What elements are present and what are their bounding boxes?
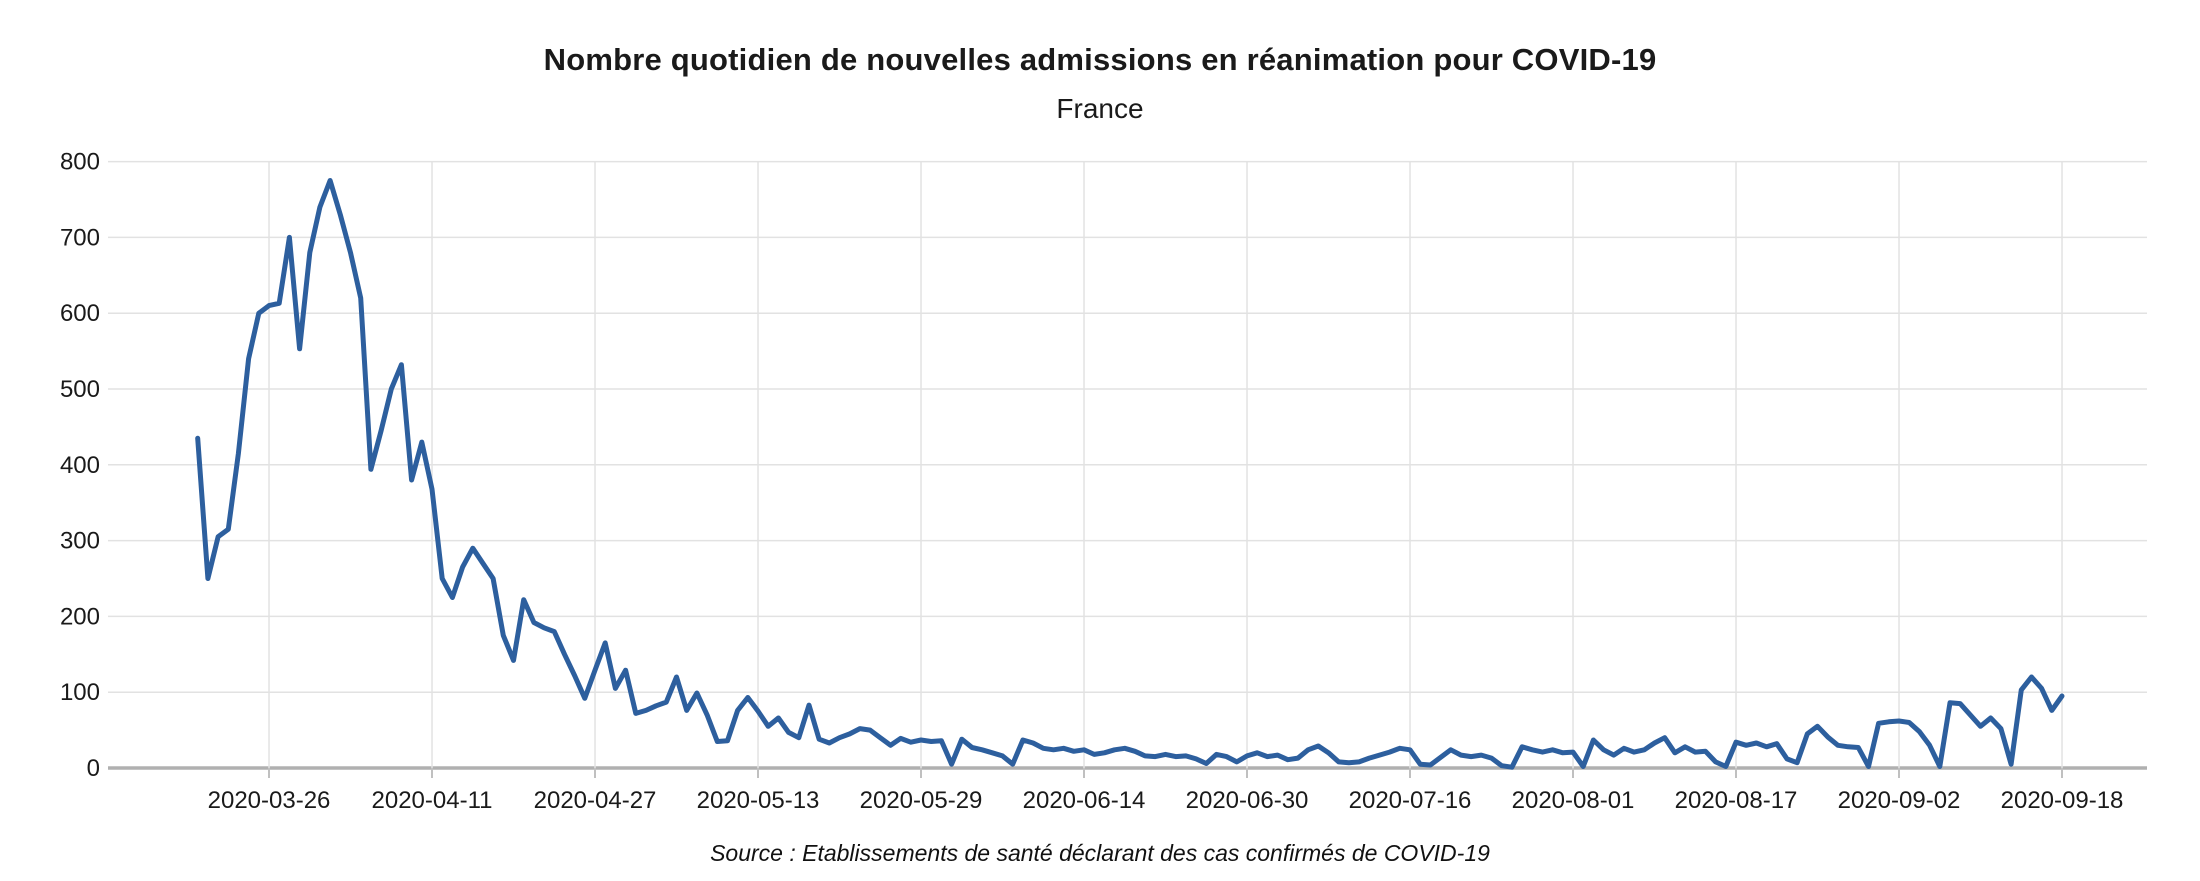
- x-tick-label: 2020-08-01: [1512, 787, 1635, 814]
- y-tick-label: 500: [60, 376, 100, 403]
- y-tick-label: 100: [60, 679, 100, 706]
- x-tick-label: 2020-05-13: [697, 787, 820, 814]
- x-tick-label: 2020-06-30: [1186, 787, 1309, 814]
- y-tick-label: 700: [60, 224, 100, 251]
- y-tick-label: 200: [60, 603, 100, 630]
- y-tick-label: 600: [60, 300, 100, 327]
- y-tick-label: 400: [60, 452, 100, 479]
- y-tick-label: 0: [87, 755, 100, 782]
- chart-title: Nombre quotidien de nouvelles admissions…: [543, 42, 1657, 77]
- y-tick-label: 800: [60, 149, 100, 176]
- x-tick-label: 2020-05-29: [860, 787, 983, 814]
- x-tick-label: 2020-08-17: [1675, 787, 1798, 814]
- x-tick-label: 2020-04-27: [534, 787, 657, 814]
- x-tick-label: 2020-09-18: [2001, 787, 2124, 814]
- x-tick-label: 2020-07-16: [1349, 787, 1472, 814]
- chart-subtitle: France: [1056, 93, 1144, 124]
- x-tick-label: 2020-09-02: [1838, 787, 1961, 814]
- x-tick-label: 2020-04-11: [372, 787, 493, 814]
- y-tick-label: 300: [60, 528, 100, 555]
- icu-admissions-line: [195, 178, 2065, 770]
- x-tick-label: 2020-03-26: [208, 787, 331, 814]
- source-caption: Source : Etablissements de santé déclara…: [710, 840, 1490, 866]
- x-tick-label: 2020-06-14: [1023, 787, 1146, 814]
